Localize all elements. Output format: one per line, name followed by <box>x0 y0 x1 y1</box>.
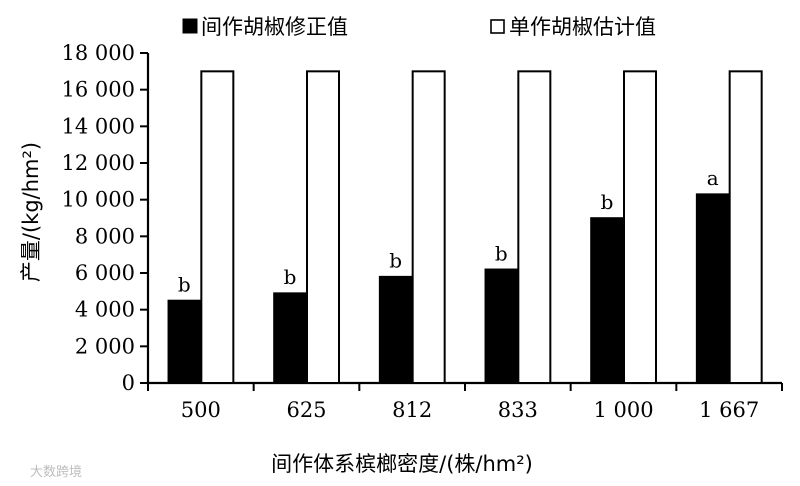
bar-series-1 <box>378 275 413 384</box>
legend: 间作胡椒修正值 单作胡椒估计值 <box>182 15 656 39</box>
bar-labels: b 500 b 625 b 812 b 833 b 1 000 a 1 667 <box>178 166 759 422</box>
y-tick-label: 8 000 <box>75 224 135 248</box>
x-tick-label: 1 667 <box>699 398 759 422</box>
x-axis-title: 间作体系槟榔密度/(株/hm²) <box>271 452 533 476</box>
x-tick-label: 812 <box>392 398 432 422</box>
significance-label: b <box>178 273 191 297</box>
y-tick-label: 14 000 <box>62 114 135 138</box>
axes: 0 2 000 4 000 6 000 8 000 10 000 12 000 14 000 1… <box>62 41 783 395</box>
bars <box>167 70 763 384</box>
y-tick-label: 4 000 <box>75 298 135 322</box>
significance-label: a <box>707 166 719 190</box>
bar-series-2 <box>517 70 552 384</box>
y-tick-label: 2 000 <box>75 334 135 358</box>
x-tick-label: 500 <box>181 398 221 422</box>
y-tick-label: 12 000 <box>62 151 135 175</box>
y-tick-label: 6 000 <box>75 261 135 285</box>
y-tick-label: 16 000 <box>62 78 135 102</box>
bar-series-2 <box>411 70 446 384</box>
bar-series-1 <box>484 268 519 384</box>
y-tick-label: 0 <box>122 371 135 395</box>
bar-series-1 <box>167 299 202 384</box>
watermark-text: 大数跨境 <box>30 465 82 480</box>
bar-series-2 <box>728 70 763 384</box>
significance-label: b <box>389 249 402 273</box>
significance-label: b <box>284 265 297 289</box>
y-tick-label: 10 000 <box>62 188 135 212</box>
x-tick-label: 1 000 <box>593 398 653 422</box>
legend-swatch-series-2 <box>490 19 505 34</box>
legend-label-series-1: 间作胡椒修正值 <box>201 15 348 39</box>
bar-series-2 <box>200 70 235 384</box>
y-tick-label: 18 000 <box>62 41 135 65</box>
y-axis-title: 产量/(kg/hm²) <box>19 142 43 282</box>
bar-series-1 <box>590 217 624 384</box>
bar-series-2 <box>623 70 657 384</box>
bar-series-1 <box>695 193 730 384</box>
bar-series-1 <box>273 292 307 384</box>
legend-label-series-2: 单作胡椒估计值 <box>509 15 656 39</box>
legend-swatch-series-1 <box>182 18 198 34</box>
significance-label: b <box>495 241 508 265</box>
x-tick-label: 625 <box>286 398 326 422</box>
x-tick-label: 833 <box>498 398 538 422</box>
significance-label: b <box>601 190 614 214</box>
bar-series-2 <box>306 70 340 384</box>
